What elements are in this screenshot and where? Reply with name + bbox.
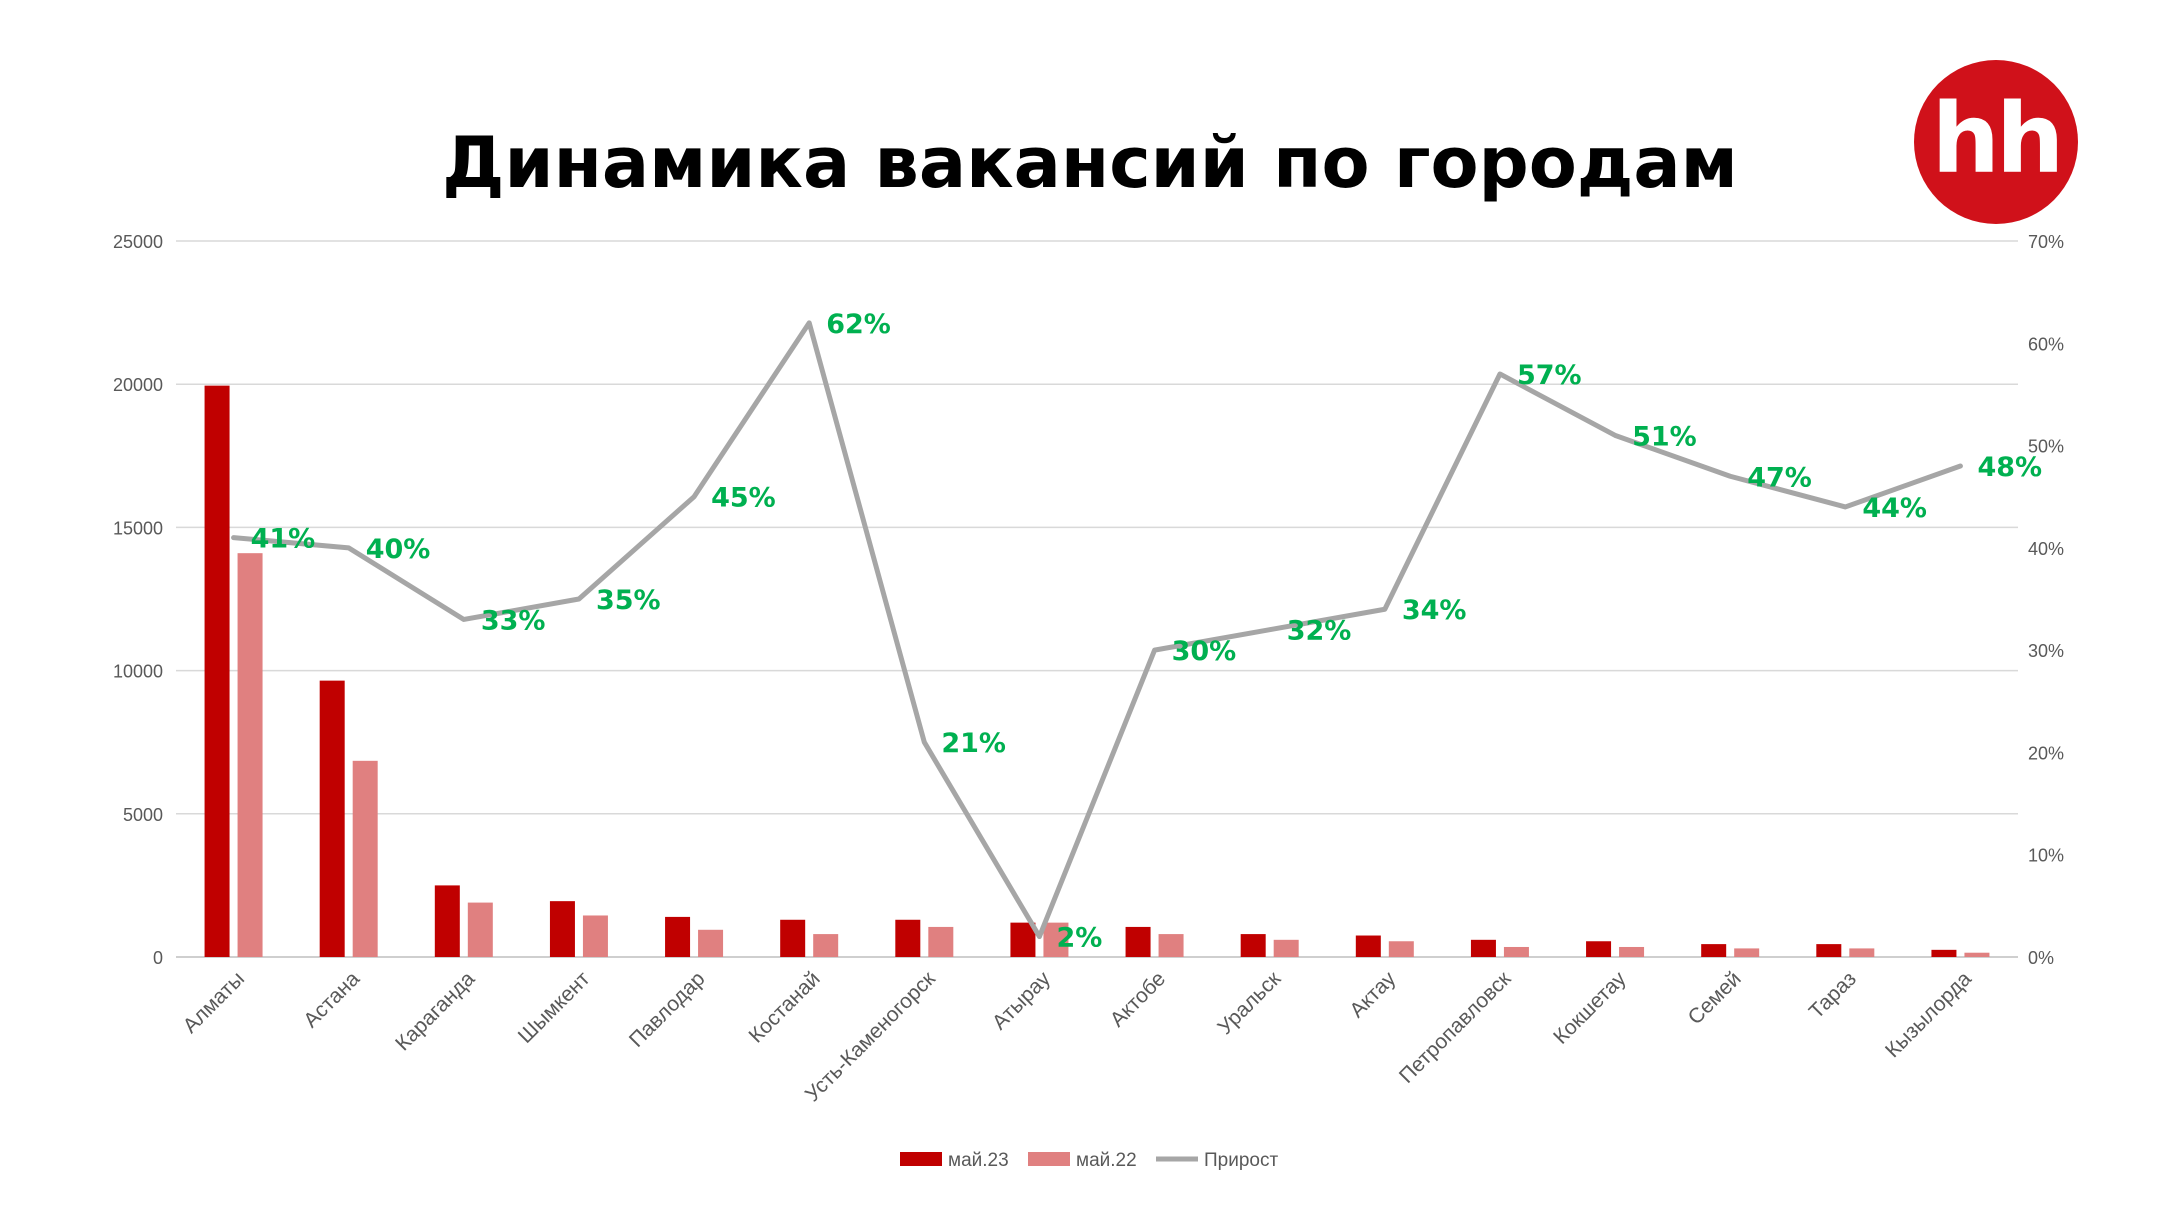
growth-data-label: 48% (1977, 452, 2042, 483)
bar-май.23 (1586, 941, 1612, 957)
growth-data-label: 32% (1287, 616, 1352, 647)
x-axis-tick-label: Актау (1345, 967, 1400, 1022)
bar-май.22 (698, 929, 724, 957)
growth-data-label: 33% (481, 605, 546, 636)
x-axis-tick-label: Тараз (1805, 967, 1861, 1023)
bar-май.23 (1355, 935, 1381, 957)
growth-line (231, 320, 1963, 940)
bar-май.23 (895, 919, 921, 957)
growth-data-label: 47% (1747, 462, 1812, 493)
growth-data-label: 40% (366, 534, 431, 565)
bar-май.23 (780, 919, 806, 957)
growth-data-label: 30% (1172, 636, 1237, 667)
bar-май.22 (813, 934, 839, 957)
legend-label: май.23 (948, 1150, 1009, 1171)
gridlines (176, 240, 2018, 958)
bar-май.23 (1240, 934, 1266, 957)
growth-data-label: 45% (711, 483, 776, 514)
growth-data-label: 2% (1056, 923, 1102, 954)
bar-май.22 (352, 760, 378, 957)
x-axis-tick-label: Павлодар (625, 967, 710, 1052)
bar-май.22 (1619, 946, 1645, 957)
growth-data-label: 35% (596, 585, 661, 616)
x-axis-tick-label: Костанай (744, 967, 824, 1047)
x-axis-labels: Алматы Астана Караганда Шымкент Павлодар Кост… (179, 967, 1977, 1107)
bar-май.23 (665, 916, 691, 957)
bar-май.22 (1964, 952, 1990, 957)
data-labels: 41% 40% 33% 35% 45% 62% 21% 2% 30% 32% 34% 57% 51% 47… (251, 309, 2043, 954)
x-axis-tick-label: Уральск (1213, 967, 1285, 1039)
left-axis-tick-label: 15000 (113, 518, 163, 538)
x-axis-tick-label: Актобе (1106, 967, 1170, 1031)
x-axis-tick-label: Усть-Каменогорск (801, 967, 941, 1107)
legend-swatch-май.22 (1028, 1152, 1070, 1166)
x-axis-tick-label: Петропавловск (1395, 967, 1516, 1088)
growth-data-label: 41% (251, 524, 316, 555)
legend-label: май.22 (1076, 1150, 1137, 1171)
right-axis-tick-label: 30% (2028, 641, 2064, 661)
left-axis-tick-label: 20000 (113, 375, 163, 395)
bar-май.22 (237, 553, 263, 957)
chart-title: Динамика вакансий по городам (442, 122, 1738, 204)
legend: май.23 май.22 Прирост (900, 1150, 1278, 1171)
bar-май.23 (204, 385, 230, 958)
bar-май.22 (1388, 941, 1414, 957)
line-series (231, 320, 1963, 940)
bar-май.22 (928, 926, 954, 957)
bar-май.23 (319, 680, 345, 957)
x-axis-tick-label: Атырау (988, 967, 1055, 1034)
growth-data-label: 57% (1517, 360, 1582, 391)
bar-series (204, 385, 1990, 958)
growth-data-label: 62% (826, 309, 891, 340)
right-axis-tick-label: 10% (2028, 846, 2064, 866)
x-axis-tick-label: Астана (299, 967, 364, 1032)
bar-май.23 (1125, 926, 1151, 957)
growth-data-label: 44% (1862, 493, 1927, 524)
right-axis-tick-label: 60% (2028, 334, 2064, 354)
bar-май.22 (1043, 922, 1069, 957)
bar-май.23 (1010, 922, 1036, 957)
legend-swatch-май.23 (900, 1152, 942, 1166)
left-axis-tick-label: 10000 (113, 662, 163, 682)
bar-май.22 (1273, 939, 1299, 957)
x-axis-tick-label: Семей (1684, 967, 1746, 1029)
x-axis-tick-label: Шымкент (514, 967, 595, 1048)
bar-май.23 (1701, 944, 1727, 957)
bar-май.22 (1849, 948, 1875, 957)
x-axis-tick-label: Алматы (179, 967, 249, 1037)
growth-data-label: 34% (1402, 595, 1467, 626)
growth-data-label: 51% (1632, 421, 1697, 452)
legend-label: Прирост (1204, 1150, 1278, 1171)
bar-май.22 (467, 902, 493, 957)
x-axis-tick-label: Кызылорда (1881, 967, 1976, 1062)
right-axis-labels: 0% 10% 20% 30% 40% 50% 60% 70% (2028, 232, 2064, 968)
hh-logo-text: hh (1931, 83, 2065, 195)
x-axis-tick-label: Караганда (391, 967, 479, 1055)
right-axis-tick-label: 20% (2028, 743, 2064, 763)
bar-май.23 (1816, 944, 1842, 957)
growth-data-label: 21% (941, 728, 1006, 759)
right-axis-tick-label: 50% (2028, 437, 2064, 457)
bar-май.23 (1470, 939, 1496, 957)
bar-май.22 (1734, 948, 1760, 957)
bar-май.22 (582, 915, 608, 957)
right-axis-tick-label: 0% (2028, 948, 2054, 968)
left-axis-tick-label: 0 (153, 948, 163, 968)
bar-май.23 (1931, 949, 1957, 957)
hh-logo: hh (1914, 60, 2078, 224)
bar-май.23 (434, 885, 460, 957)
bar-май.23 (549, 901, 575, 957)
bar-май.22 (1158, 934, 1184, 957)
right-axis-tick-label: 70% (2028, 232, 2064, 252)
left-axis-labels: 0 5000 10000 15000 20000 25000 (113, 232, 163, 968)
right-axis-tick-label: 40% (2028, 539, 2064, 559)
x-axis-tick-label: Кокшетау (1549, 967, 1631, 1049)
left-axis-tick-label: 25000 (113, 232, 163, 252)
left-axis-tick-label: 5000 (123, 805, 163, 825)
bar-май.22 (1503, 946, 1529, 957)
